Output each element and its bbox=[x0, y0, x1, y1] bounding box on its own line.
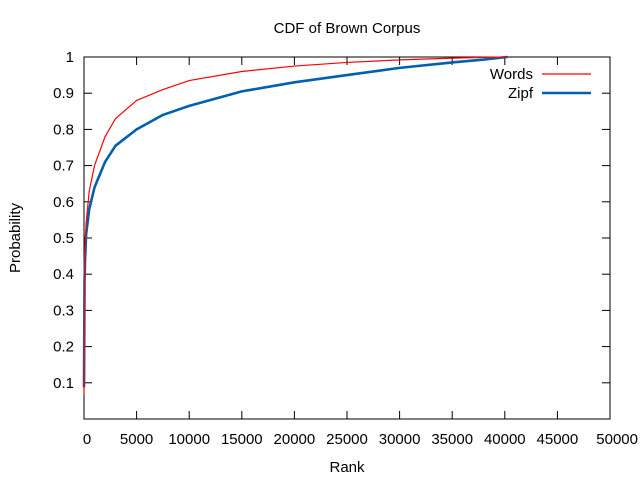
legend: Words Zipf bbox=[490, 66, 591, 102]
legend-label-words: Words bbox=[490, 66, 533, 83]
y-tick-label: 0.8 bbox=[53, 121, 74, 138]
y-tick-label: 0.1 bbox=[53, 375, 74, 392]
x-tick-label: 50000 bbox=[596, 431, 638, 448]
y-tick-label: 0.3 bbox=[53, 302, 74, 319]
y-tick-label: 0.9 bbox=[53, 85, 74, 102]
legend-label-zipf: Zipf bbox=[508, 85, 534, 102]
y-tick-label: 0.5 bbox=[53, 230, 74, 247]
x-tick-label: 35000 bbox=[431, 431, 473, 448]
series-layer bbox=[82, 55, 509, 395]
y-tick-label: 1 bbox=[66, 49, 74, 66]
y-tick-label: 0.4 bbox=[53, 266, 74, 283]
x-tick-label: 20000 bbox=[274, 431, 316, 448]
x-tick-label: 40000 bbox=[484, 431, 526, 448]
y-tick-label: 0.2 bbox=[53, 339, 74, 356]
y-tick-label: 0.7 bbox=[53, 158, 74, 175]
series-line-zipf bbox=[82, 55, 509, 388]
x-axis-label: Rank bbox=[329, 459, 365, 476]
x-tick-label: 5000 bbox=[120, 431, 153, 448]
x-tick-label: 25000 bbox=[326, 431, 368, 448]
series-line-words bbox=[83, 56, 508, 395]
x-tick-label: 30000 bbox=[379, 431, 421, 448]
x-ticks: 0 5000 10000 15000 20000 25000 30000 35000 40000… bbox=[83, 57, 638, 448]
y-ticks: 0.1 0.2 0.3 0.4 0.5 0.6 0.7 0.8 0.9 1 bbox=[53, 49, 610, 392]
x-tick-label: 0 bbox=[83, 431, 91, 448]
x-tick-label: 10000 bbox=[168, 431, 210, 448]
plot-frame bbox=[83, 56, 611, 420]
y-axis-label: Probability bbox=[7, 202, 24, 273]
y-tick-label: 0.6 bbox=[53, 194, 74, 211]
x-tick-label: 15000 bbox=[221, 431, 263, 448]
chart-title: CDF of Brown Corpus bbox=[274, 20, 421, 37]
x-tick-label: 45000 bbox=[537, 431, 579, 448]
